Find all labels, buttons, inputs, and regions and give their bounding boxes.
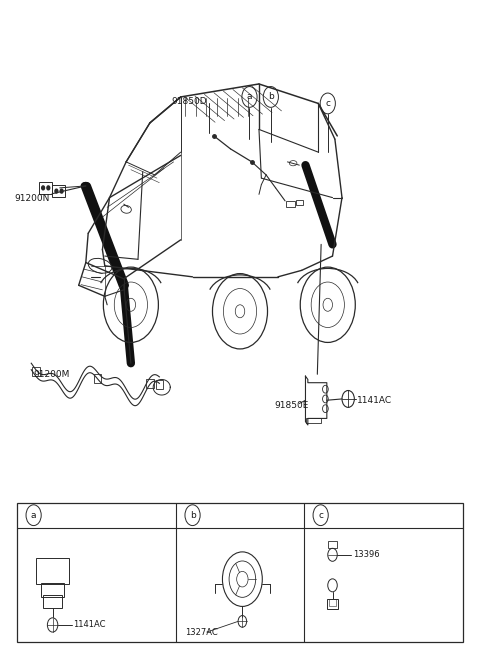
Text: 91850E: 91850E (275, 401, 309, 410)
Text: a: a (31, 511, 36, 519)
Bar (52, 185, 65, 197)
Bar (296, 200, 302, 206)
Bar (39, 182, 52, 194)
Text: 1141AC: 1141AC (357, 396, 392, 405)
Bar (41, 583, 64, 597)
Text: 13396: 13396 (353, 550, 380, 559)
Text: b: b (268, 92, 274, 102)
Text: 91200M: 91200M (34, 370, 70, 379)
Circle shape (42, 186, 45, 190)
Text: b: b (190, 511, 195, 519)
Text: 1141AC: 1141AC (73, 620, 106, 629)
Bar (36, 558, 69, 584)
Text: c: c (318, 511, 323, 519)
Bar (328, 540, 337, 548)
Text: 91850D: 91850D (171, 97, 207, 106)
Text: a: a (247, 92, 252, 102)
Bar (327, 599, 338, 608)
Bar (156, 380, 163, 389)
Bar (17, 503, 463, 643)
Text: 1327AC: 1327AC (185, 627, 218, 637)
Text: c: c (325, 99, 330, 108)
Bar (32, 367, 40, 376)
Bar (43, 595, 62, 608)
Bar (94, 373, 101, 383)
Bar (146, 379, 154, 388)
Text: 91200N: 91200N (14, 195, 50, 204)
Bar (329, 599, 336, 606)
Circle shape (60, 189, 63, 193)
Bar (287, 201, 295, 208)
Circle shape (55, 189, 58, 193)
Bar (306, 418, 321, 423)
Circle shape (47, 186, 50, 190)
